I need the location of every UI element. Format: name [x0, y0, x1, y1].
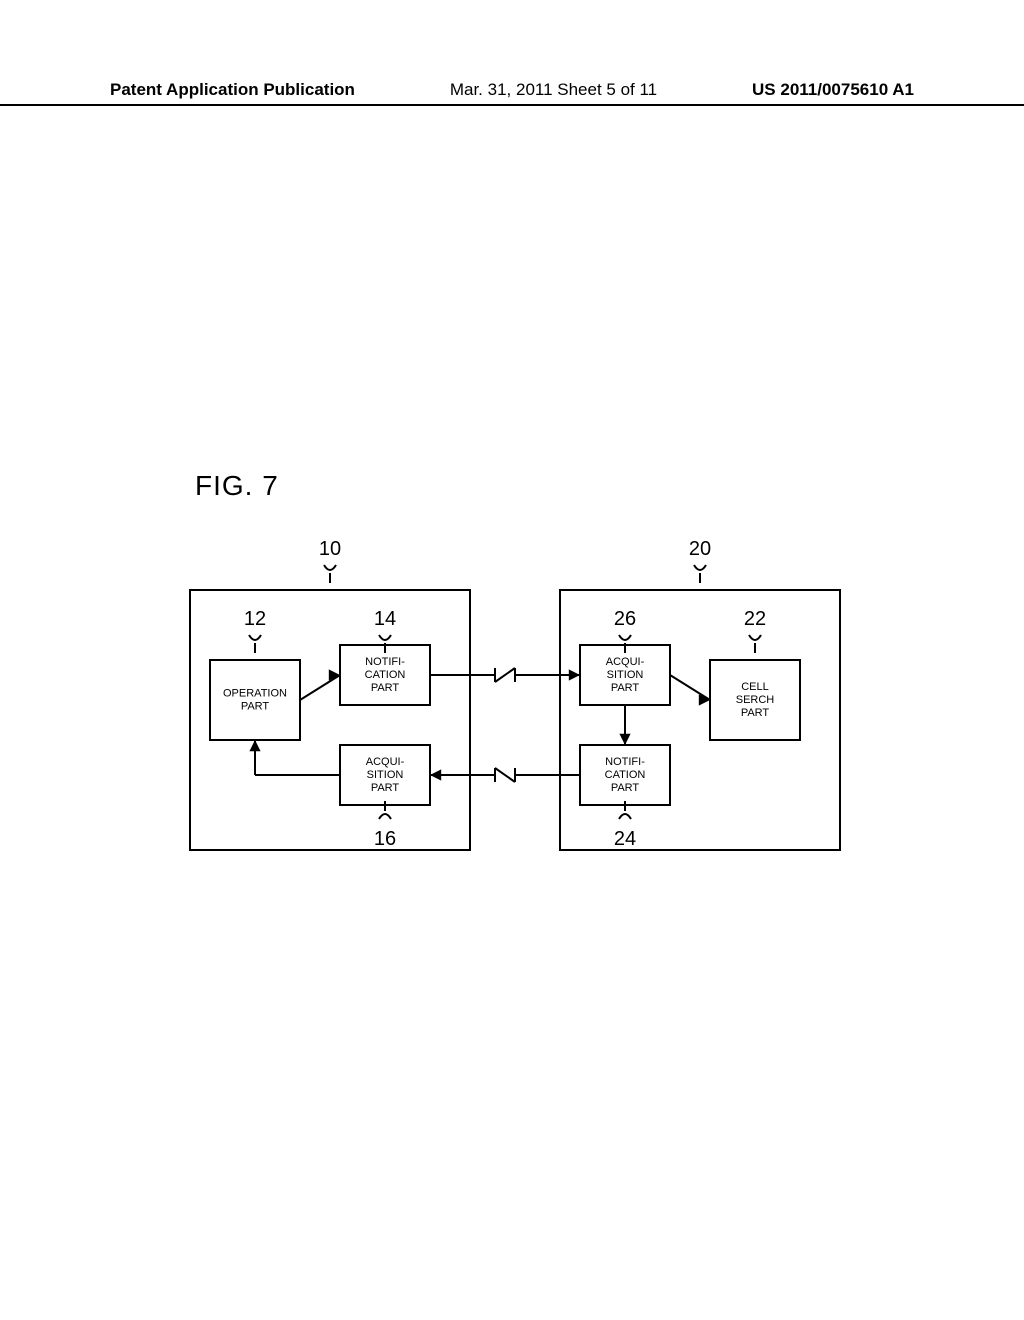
svg-text:CATION: CATION — [365, 669, 406, 681]
diagram: 1020OPERATIONPART12NOTIFI-CATIONPART14AC… — [180, 530, 880, 915]
svg-text:NOTIFI-: NOTIFI- — [605, 756, 645, 768]
svg-text:PART: PART — [371, 682, 400, 694]
svg-text:26: 26 — [614, 608, 636, 630]
svg-text:24: 24 — [614, 828, 636, 850]
header-publication-type: Patent Application Publication — [110, 80, 355, 100]
diagram-svg: 1020OPERATIONPART12NOTIFI-CATIONPART14AC… — [180, 530, 880, 910]
svg-text:OPERATION: OPERATION — [223, 688, 287, 700]
svg-text:SERCH: SERCH — [736, 694, 775, 706]
svg-text:NOTIFI-: NOTIFI- — [365, 656, 405, 668]
svg-text:PART: PART — [741, 707, 770, 719]
svg-text:PART: PART — [611, 782, 640, 794]
svg-text:12: 12 — [244, 608, 266, 630]
header-date-sheet: Mar. 31, 2011 Sheet 5 of 11 — [450, 80, 657, 100]
svg-text:16: 16 — [374, 828, 396, 850]
svg-text:PART: PART — [611, 682, 640, 694]
svg-text:PART: PART — [371, 782, 400, 794]
svg-text:10: 10 — [319, 538, 341, 560]
header-publication-no: US 2011/0075610 A1 — [752, 80, 914, 100]
svg-text:ACQUI-: ACQUI- — [366, 756, 405, 768]
header: Patent Application Publication Mar. 31, … — [0, 80, 1024, 106]
svg-text:PART: PART — [241, 701, 270, 713]
svg-text:SITION: SITION — [367, 769, 404, 781]
svg-text:CELL: CELL — [741, 681, 769, 693]
svg-text:22: 22 — [744, 608, 766, 630]
svg-text:SITION: SITION — [607, 669, 644, 681]
page: Patent Application Publication Mar. 31, … — [0, 0, 1024, 1320]
figure-label: FIG. 7 — [195, 470, 279, 502]
svg-text:14: 14 — [374, 608, 396, 630]
svg-text:CATION: CATION — [605, 769, 646, 781]
svg-text:ACQUI-: ACQUI- — [606, 656, 645, 668]
svg-text:20: 20 — [689, 538, 711, 560]
